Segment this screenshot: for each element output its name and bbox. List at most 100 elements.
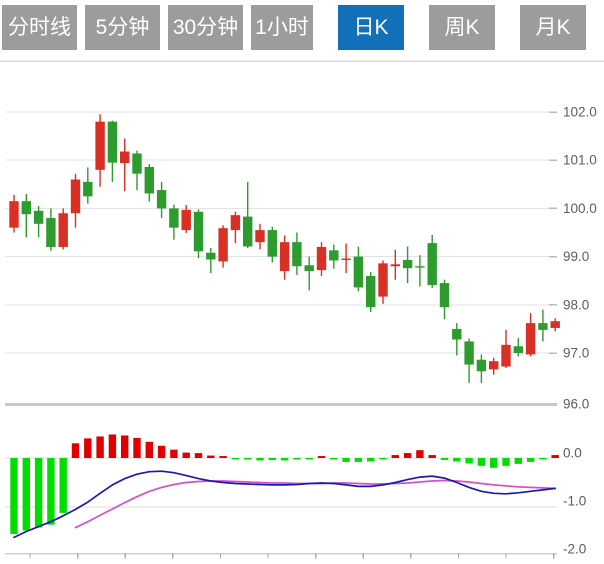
candle-body bbox=[489, 361, 499, 370]
period-tab-bar: 分时线 5分钟 30分钟 1小时 日K 周K 月K bbox=[2, 5, 586, 50]
candle-body bbox=[144, 166, 154, 194]
tab-period-3[interactable]: 1小时 bbox=[251, 5, 313, 50]
macd-hist-bar bbox=[305, 458, 313, 460]
candle-body bbox=[341, 258, 351, 260]
macd-hist-bar bbox=[244, 458, 252, 460]
candle-body bbox=[452, 328, 462, 340]
candle-body bbox=[33, 210, 44, 224]
candle-body bbox=[279, 242, 290, 272]
macd-hist-bar bbox=[391, 455, 399, 458]
candle-body bbox=[193, 211, 204, 252]
candle-down bbox=[21, 193, 31, 238]
candle-body bbox=[439, 283, 450, 308]
macd-hist-bar bbox=[490, 458, 498, 468]
axis-labels: 102.0 101.0 100.0 99.0 98.0 97.0 96.0 0.0 -1.0 -2… bbox=[563, 105, 597, 557]
candle-down bbox=[439, 279, 450, 320]
macd-hist-bar bbox=[280, 458, 289, 461]
macd-hist-bar bbox=[453, 458, 461, 462]
candle-body bbox=[402, 259, 413, 269]
macd-hist-bar bbox=[354, 458, 363, 462]
candle-down bbox=[353, 246, 364, 292]
candle-body bbox=[46, 218, 56, 247]
macd-hist-bar bbox=[231, 458, 240, 460]
candle-down bbox=[243, 181, 253, 248]
macd-hist-bar bbox=[551, 455, 559, 458]
candle-down bbox=[464, 338, 474, 383]
macd-axis-label: -2.0 bbox=[563, 542, 586, 557]
candle-body bbox=[476, 359, 487, 372]
candle-down bbox=[292, 232, 302, 275]
macd-panel bbox=[10, 434, 559, 539]
candle-up bbox=[501, 329, 511, 368]
candle-up bbox=[95, 114, 105, 187]
macd-hist-bar bbox=[157, 445, 166, 458]
candle-up bbox=[58, 208, 68, 250]
candle-down bbox=[46, 208, 56, 251]
macd-hist-bar bbox=[342, 458, 350, 462]
tab-period-2[interactable]: 30分钟 bbox=[168, 5, 243, 50]
macd-hist-bar bbox=[96, 436, 104, 458]
macd-hist-bar bbox=[219, 456, 227, 458]
candle-body bbox=[243, 216, 253, 247]
candle-down bbox=[366, 272, 376, 313]
price-axis-label: 97.0 bbox=[563, 346, 589, 361]
panel-separator bbox=[5, 403, 557, 406]
candle-down bbox=[402, 246, 413, 284]
candle-body bbox=[70, 179, 81, 214]
candle-body bbox=[513, 346, 523, 353]
candle-body bbox=[218, 228, 228, 262]
candle-down bbox=[427, 234, 437, 288]
macd-hist-bar bbox=[403, 453, 412, 458]
candle-body bbox=[83, 181, 93, 197]
macd-hist-bar bbox=[379, 458, 387, 460]
macd-hist-bar bbox=[477, 458, 486, 466]
candle-up bbox=[525, 312, 536, 357]
candle-body bbox=[267, 230, 277, 257]
candle-down bbox=[132, 150, 142, 191]
macd-hist-bar bbox=[367, 458, 375, 462]
candle-body bbox=[292, 242, 302, 267]
macd-hist-bar bbox=[108, 434, 117, 458]
macd-hist-bar bbox=[84, 438, 92, 458]
macd-hist-bar bbox=[59, 458, 67, 513]
macd-axis-label: -1.0 bbox=[563, 494, 586, 509]
candle-up bbox=[279, 235, 290, 280]
candle-body bbox=[390, 264, 400, 267]
tab-period-6[interactable]: 月K bbox=[520, 5, 586, 50]
candle-body bbox=[378, 263, 388, 297]
macd-axis-label: 0.0 bbox=[563, 446, 582, 461]
macd-hist-bar bbox=[194, 453, 203, 458]
candle-up bbox=[390, 249, 400, 280]
macd-hist-bar bbox=[268, 458, 276, 460]
candle-body bbox=[95, 121, 105, 170]
candle-down bbox=[83, 167, 93, 204]
tab-period-5[interactable]: 周K bbox=[429, 5, 495, 50]
candle-body bbox=[501, 344, 511, 367]
candle-body bbox=[230, 215, 241, 231]
candle-body bbox=[169, 208, 179, 228]
price-axis-label: 99.0 bbox=[563, 249, 589, 264]
macd-hist-bar bbox=[440, 458, 449, 460]
macd-hist-bar bbox=[22, 458, 30, 531]
candle-up bbox=[550, 318, 560, 332]
candle-body bbox=[316, 246, 327, 271]
candlestick-series bbox=[9, 114, 560, 383]
candle-body bbox=[156, 190, 167, 209]
macd-hist-bar bbox=[256, 458, 264, 461]
candle-body bbox=[353, 256, 364, 288]
candle-down bbox=[304, 256, 314, 291]
candle-body bbox=[550, 321, 560, 328]
candle-body bbox=[255, 230, 265, 243]
tab-period-0[interactable]: 分时线 bbox=[2, 5, 77, 50]
candle-body bbox=[21, 201, 31, 215]
candle-body bbox=[415, 266, 425, 268]
candle-down bbox=[329, 244, 339, 269]
tab-period-1[interactable]: 5分钟 bbox=[85, 5, 160, 50]
macd-hist-bar bbox=[317, 456, 326, 458]
candle-down bbox=[267, 226, 277, 263]
macd-hist-bar bbox=[526, 458, 535, 462]
macd-hist-bar bbox=[293, 458, 301, 460]
macd-hist-bar bbox=[428, 455, 436, 458]
tab-period-4-active[interactable]: 日K bbox=[338, 5, 404, 50]
candle-body bbox=[538, 323, 548, 330]
